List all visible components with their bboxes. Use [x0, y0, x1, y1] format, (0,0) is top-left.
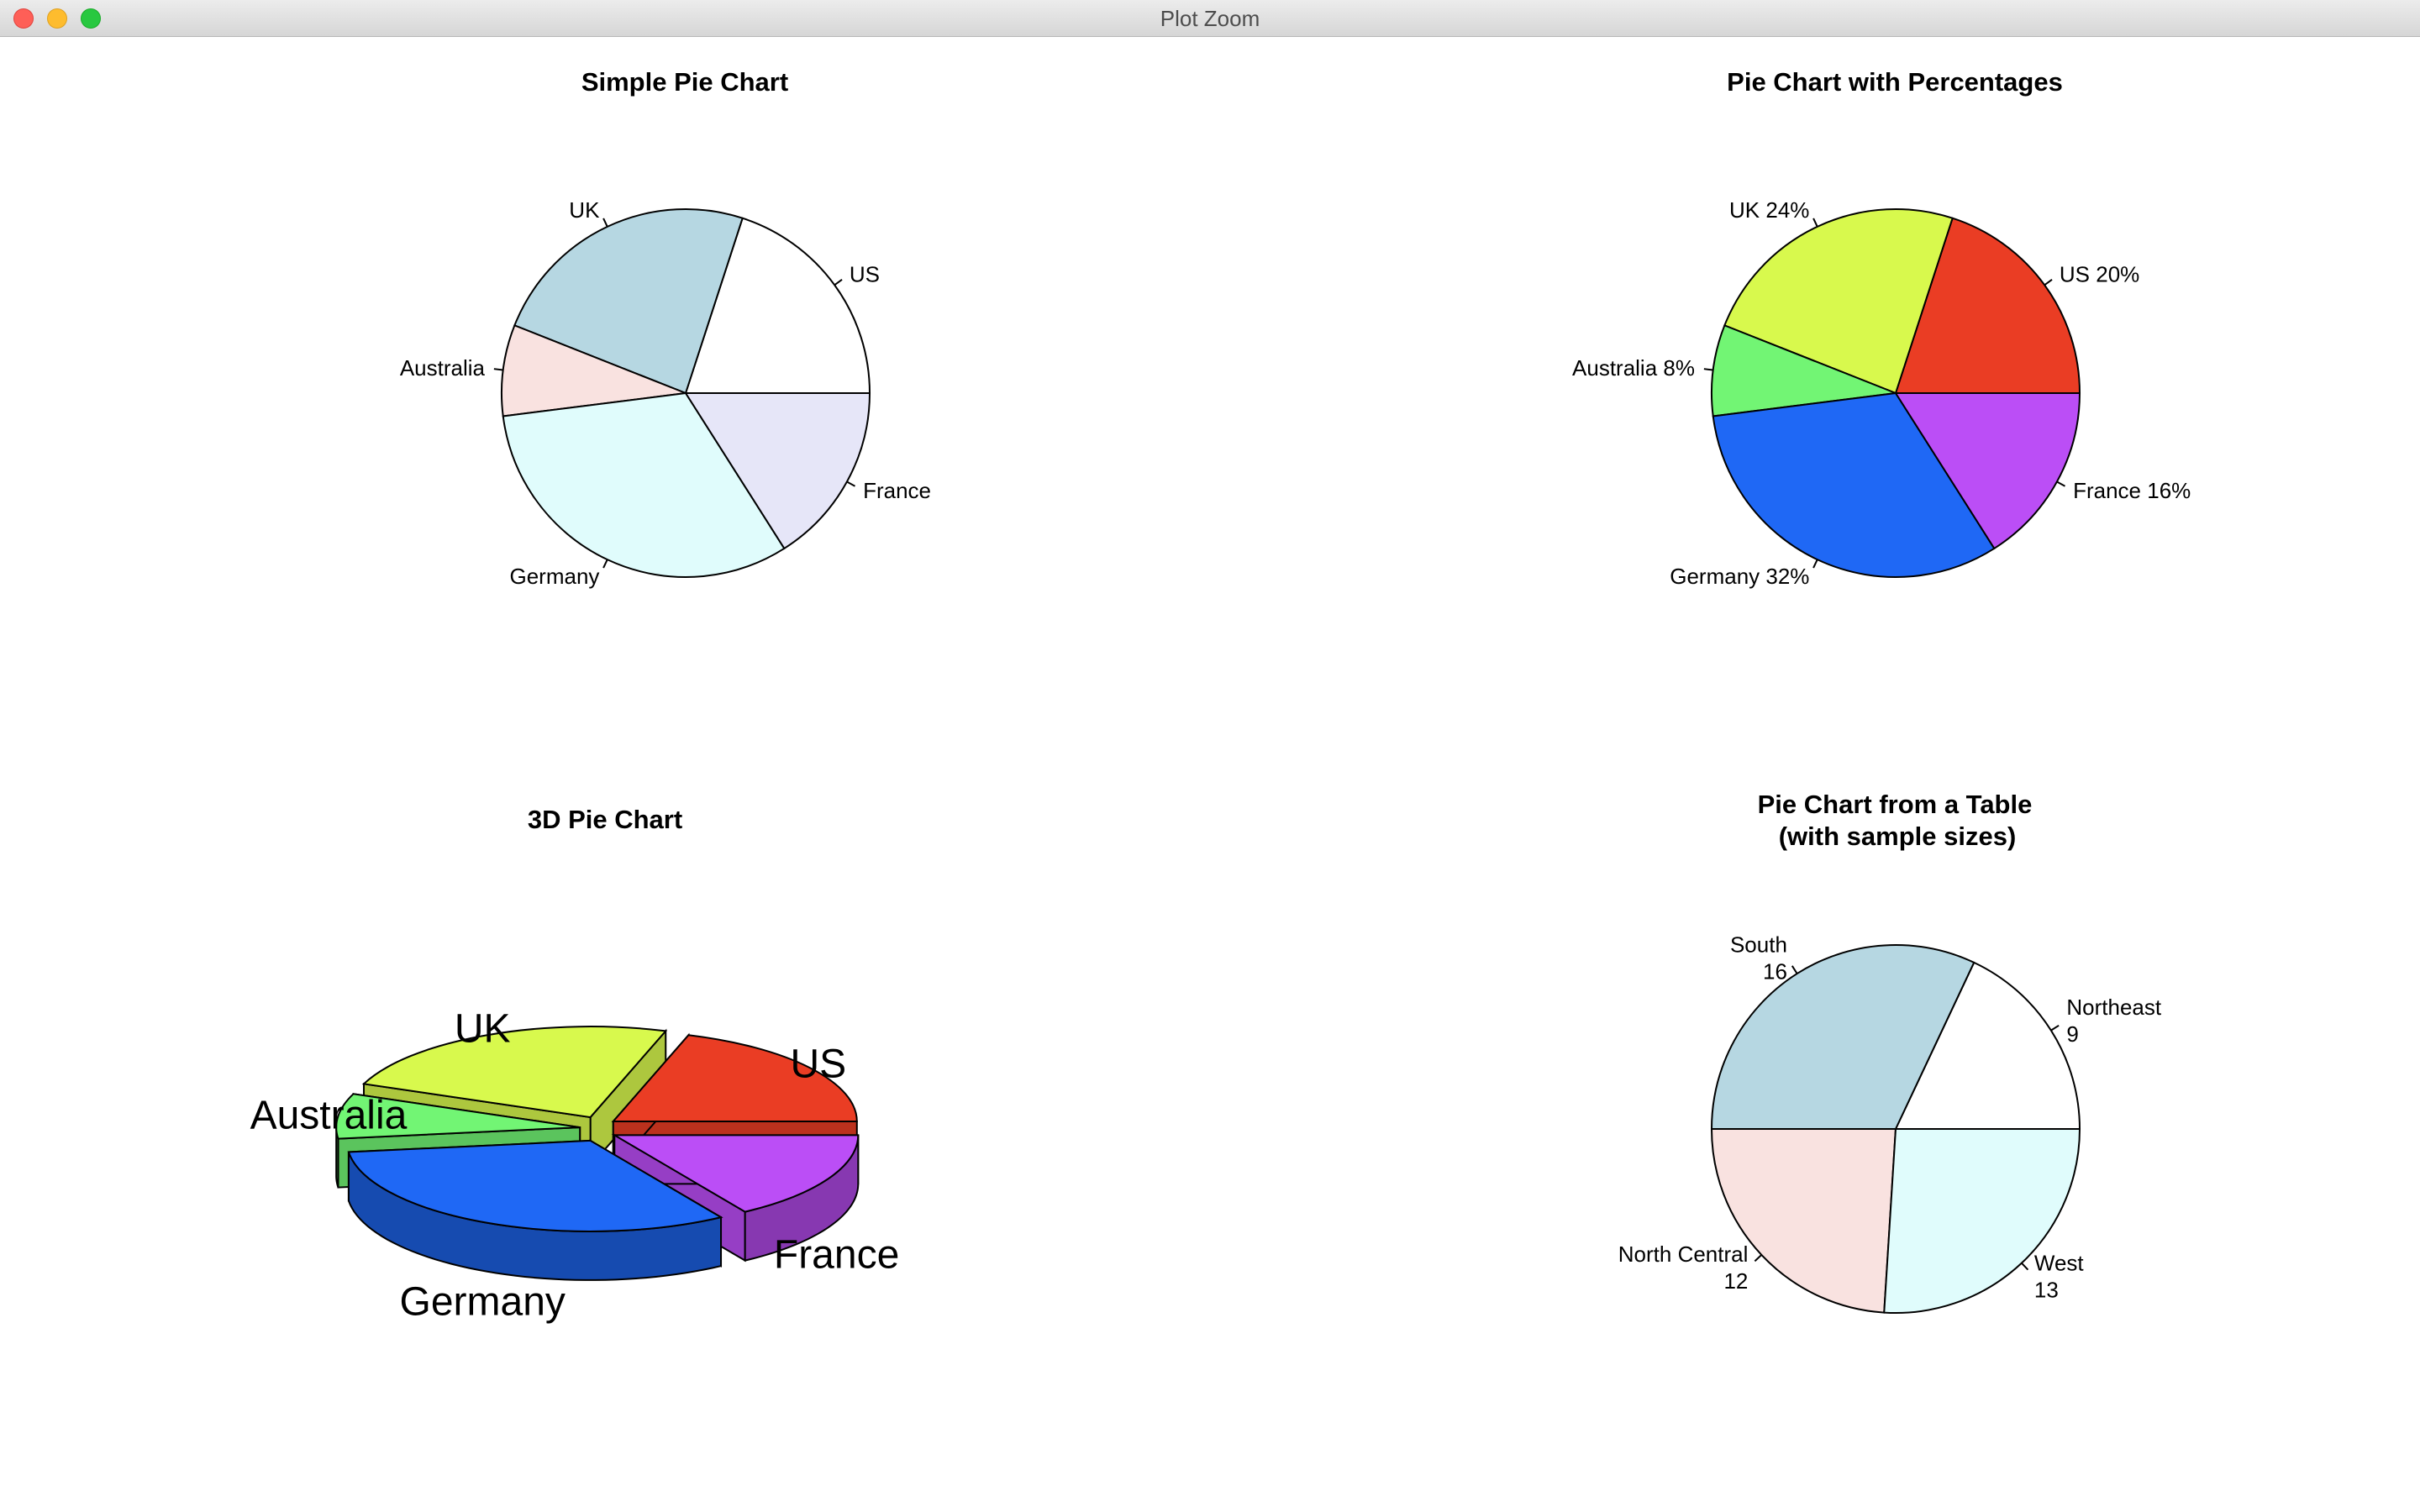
pie3d-top-australia — [335, 1093, 581, 1140]
slice-label-northeast-line-1: 9 — [2066, 1021, 2078, 1047]
chart-title-table-pie: Pie Chart from a Table — [1758, 790, 2033, 819]
slice-label-west-line-0: West — [2034, 1251, 2085, 1276]
zoom-window-button[interactable] — [81, 8, 101, 29]
minimize-window-button[interactable] — [47, 8, 67, 29]
slice-label-germany: Germany 32% — [1670, 564, 1809, 589]
label-tick-northeast — [2050, 1024, 2060, 1032]
label-tick-australia — [1703, 368, 1713, 371]
chart-title-simple-pie: Simple Pie Chart — [581, 67, 788, 97]
pie-slice-us — [684, 217, 871, 394]
label-tick-germany — [1812, 559, 1818, 569]
label-tick-us — [2044, 279, 2053, 286]
percentage-pie-chart: US 20% UK 24% Australia 8% Germany 32% Franc… — [1572, 197, 2191, 589]
pie3d-label-uk: UK — [455, 1007, 511, 1052]
label-tick-us — [834, 279, 843, 286]
pie-slice-australia — [1711, 324, 1897, 417]
chart-title-percent-pie: Pie Chart with Percentages — [1727, 67, 2063, 97]
label-tick-uk — [1812, 218, 1818, 228]
chart-subtitle-table-pie: (with sample sizes) — [1779, 822, 2017, 851]
slice-label-france: France 16% — [2073, 478, 2191, 503]
pie-slice-australia — [501, 324, 687, 417]
pie3d-top-france — [611, 1134, 860, 1213]
label-tick-south — [1791, 965, 1798, 974]
label-tick-west — [2021, 1262, 2029, 1271]
label-tick-germany — [602, 559, 608, 569]
slice-label-south-line-0: South — [1730, 932, 1787, 958]
slice-label-germany: Germany — [510, 564, 600, 589]
pie-slice-us — [1894, 217, 2081, 394]
label-tick-uk — [602, 218, 608, 228]
label-tick-france — [2056, 480, 2065, 487]
slice-label-northeast-line-0: Northeast — [2066, 995, 2161, 1020]
slice-label-west-line-1: 13 — [2034, 1278, 2059, 1303]
pie3d-slice-germany — [347, 1139, 723, 1281]
slice-label-south-line-1: 16 — [1763, 959, 1787, 984]
close-window-button[interactable] — [13, 8, 34, 29]
slice-label-uk: UK — [569, 197, 600, 223]
window-title: Plot Zoom — [1160, 6, 1260, 31]
plot-area: Simple Pie Chart Pie Chart with Percenta… — [250, 67, 2191, 1325]
chart-title-3d-pie: 3D Pie Chart — [528, 805, 682, 834]
pie3d-label-australia: Australia — [250, 1093, 408, 1137]
pie3d-label-germany: Germany — [400, 1279, 566, 1324]
three-d-pie-chart: US UK Australia Germany France — [250, 1007, 900, 1325]
slice-label-france: France — [863, 478, 931, 503]
slice-label-north-central-line-0: North Central — [1618, 1242, 1749, 1267]
slice-label-australia: Australia 8% — [1572, 355, 1695, 381]
slice-label-us: US 20% — [2060, 261, 2139, 286]
pie3d-top-us — [611, 1034, 858, 1122]
pie3d-label-us: US — [790, 1042, 846, 1086]
slice-label-north-central-line-1: 12 — [1723, 1268, 1748, 1294]
label-tick-north-central — [1754, 1254, 1763, 1263]
label-tick-australia — [493, 368, 503, 371]
slice-label-us: US — [850, 261, 880, 286]
simple-pie-chart: US UK Australia Germany France — [400, 197, 931, 589]
pie-slice-northeast — [1894, 961, 2081, 1130]
slice-label-uk: UK 24% — [1729, 197, 1809, 223]
slice-label-australia: Australia — [400, 355, 486, 381]
window-titlebar: Plot Zoom — [0, 0, 2420, 37]
pie3d-top-uk — [361, 1026, 668, 1119]
pie3d-label-france: France — [774, 1233, 899, 1278]
pie-slice-north-central — [1710, 1128, 1897, 1314]
pie3d-top-germany — [347, 1139, 723, 1232]
label-tick-france — [846, 480, 855, 487]
